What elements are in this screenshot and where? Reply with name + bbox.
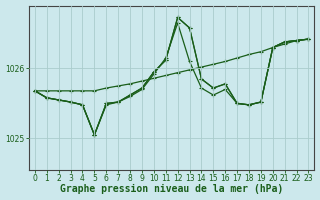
X-axis label: Graphe pression niveau de la mer (hPa): Graphe pression niveau de la mer (hPa): [60, 184, 283, 194]
